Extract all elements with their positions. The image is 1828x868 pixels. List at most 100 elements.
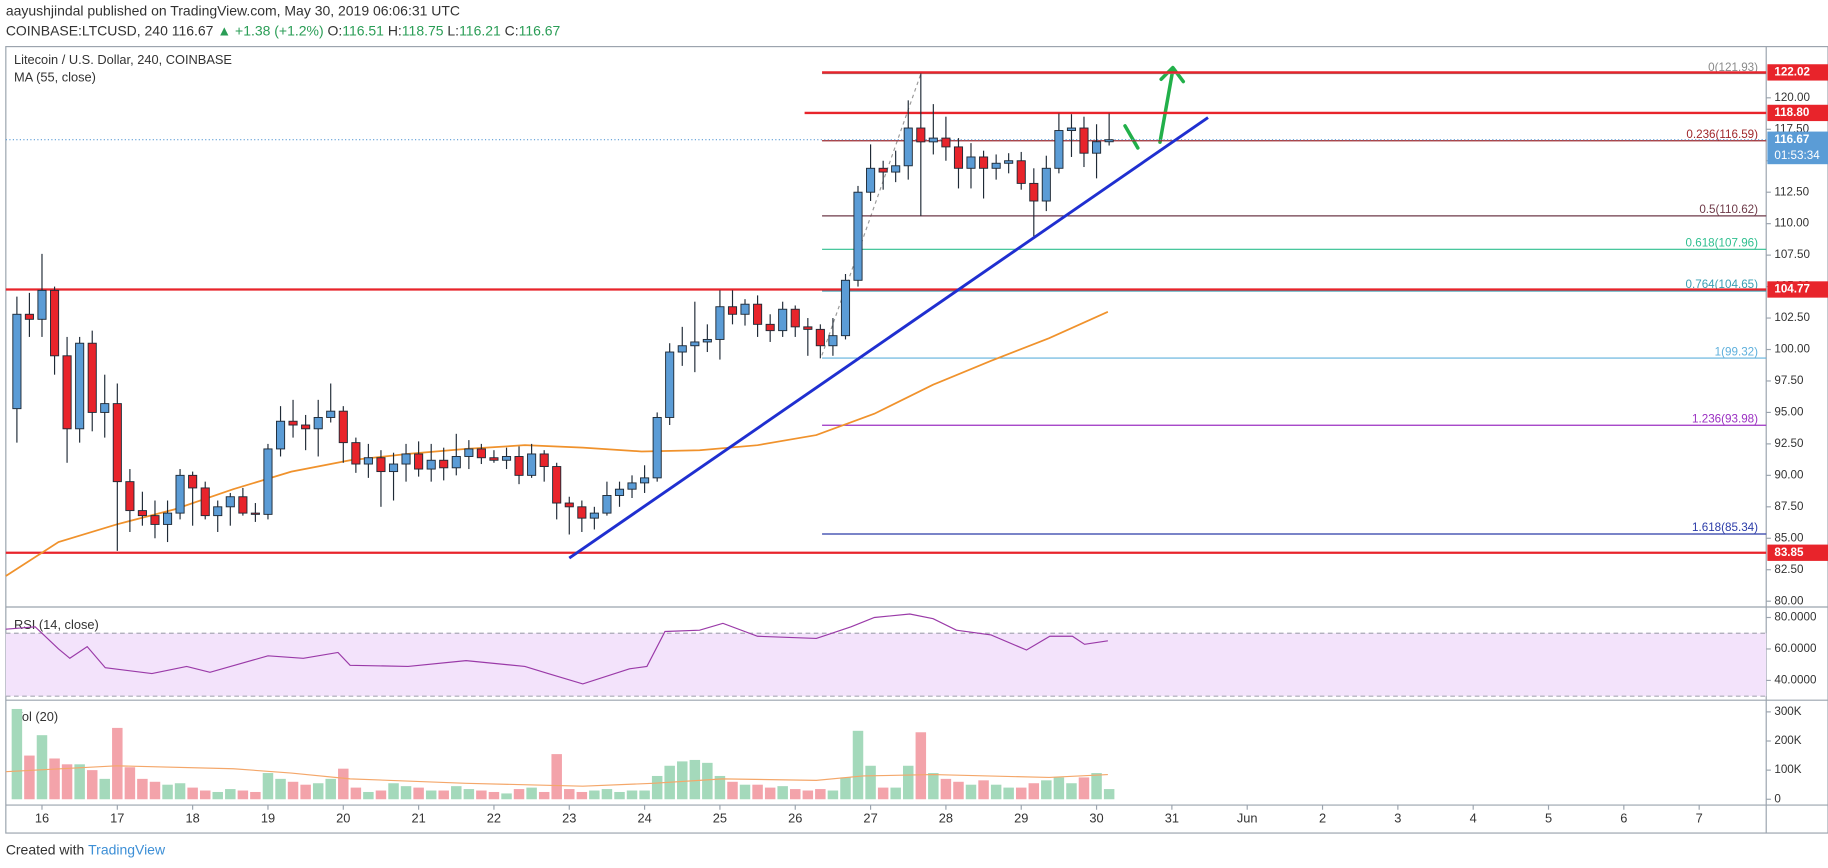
candle-body [627,482,637,490]
y-tick-label: 120.00 [1774,91,1810,104]
countdown: 01:53:34 [1774,149,1820,162]
candle-body [137,510,147,517]
candle-body [916,127,926,143]
volume-bar [1041,780,1052,800]
x-tick-label: 6 [1620,810,1627,825]
candle-body [24,313,34,320]
footer-brand: TradingView [88,841,166,857]
candle-body [539,453,549,468]
volume-bar [1091,773,1102,800]
y-tick-label: 107.50 [1774,248,1810,261]
y-tick-label: 60.0000 [1774,642,1817,655]
volume-bar [1103,789,1115,800]
candle-body [476,448,486,459]
ma-legend: MA (55, close) [14,69,96,84]
volume-bar [965,784,977,800]
candle-body [200,487,210,517]
volume-bar [651,775,663,800]
candle-body [991,162,1001,169]
volume-bar [551,754,562,800]
volume-bar [990,784,1002,800]
y-tick-label: 112.50 [1774,185,1809,198]
x-tick-label: 28 [939,810,953,825]
candle-body [426,459,436,470]
candle-body [250,512,260,515]
fib-diagonal [821,73,922,356]
candle-body [941,137,951,148]
volume-bar [312,783,324,800]
volume-bar [702,762,713,800]
candle-body [363,457,373,465]
volume-bar [250,791,261,800]
volume-bar [739,784,751,800]
volume-bar [488,791,500,800]
level-label: 83.85 [1774,546,1804,559]
trendline [568,116,1209,560]
candle-body [1054,130,1064,169]
candle-body [175,474,185,514]
ohlc-key: C: [505,22,519,38]
volume-bar [463,789,475,800]
volume-bar [978,780,989,800]
volume-bar [513,789,525,800]
candle-body [790,308,800,328]
last-price-tag [1767,131,1828,165]
volume-bar [262,773,274,800]
volume-bar [325,778,336,800]
x-tick-label: 18 [186,810,200,825]
candle-body [514,456,524,476]
candle-body [928,137,938,143]
candle-body [1016,160,1026,184]
volume-bar [61,764,73,800]
candle-body [388,463,399,473]
candle-body [614,488,625,496]
candle-body [552,466,562,504]
candle-body [225,496,235,508]
volume-bar [86,770,98,800]
y-tick-label: 87.50 [1774,500,1804,513]
ohlc-key: O: [328,22,343,38]
candle-body [100,403,110,413]
volume-bar [187,787,198,800]
candle-body [640,477,650,484]
volume-bar [827,790,839,800]
volume-bar [400,786,412,800]
volume-bar [1003,787,1014,800]
volume-bar [802,790,814,800]
y-tick-label: 80.0000 [1774,611,1817,624]
x-tick-label: 22 [487,810,501,825]
candle-body [238,496,248,514]
volume-bar [501,793,512,800]
volume-bar [689,759,701,800]
volume-ma [5,765,1108,787]
candle-body [589,512,599,519]
candle-body [1079,127,1089,154]
candle-body [351,442,361,465]
y-tick-label: 40.0000 [1774,674,1817,687]
volume-bar [915,732,927,800]
candle-body [866,167,876,193]
volume-bar [1053,777,1065,800]
change: ▲ +1.38 (+1.2%) [217,22,323,38]
level-tag [1767,104,1828,122]
volume-bar [890,787,901,800]
volume-bar [1028,783,1040,800]
y-tick-label: 100.00 [1774,343,1810,356]
candle-body [715,306,725,340]
candle-body [213,506,223,517]
level-tag [1767,544,1828,561]
candle-body [313,416,323,430]
volume-bar [877,787,889,800]
fib-label: 0.5(110.62) [1699,203,1758,216]
y-tick-label: 80.00 [1774,594,1804,607]
volume-bar [777,786,788,800]
rsi-line [5,613,1108,685]
candle-body [564,502,574,508]
volume-bar [451,786,462,800]
volume-bar [237,790,249,800]
candle-body [753,303,763,325]
fib-label: 0.764(104.65) [1686,278,1759,291]
x-tick-label: 31 [1165,810,1179,825]
y-tick-label: 102.50 [1774,311,1810,324]
